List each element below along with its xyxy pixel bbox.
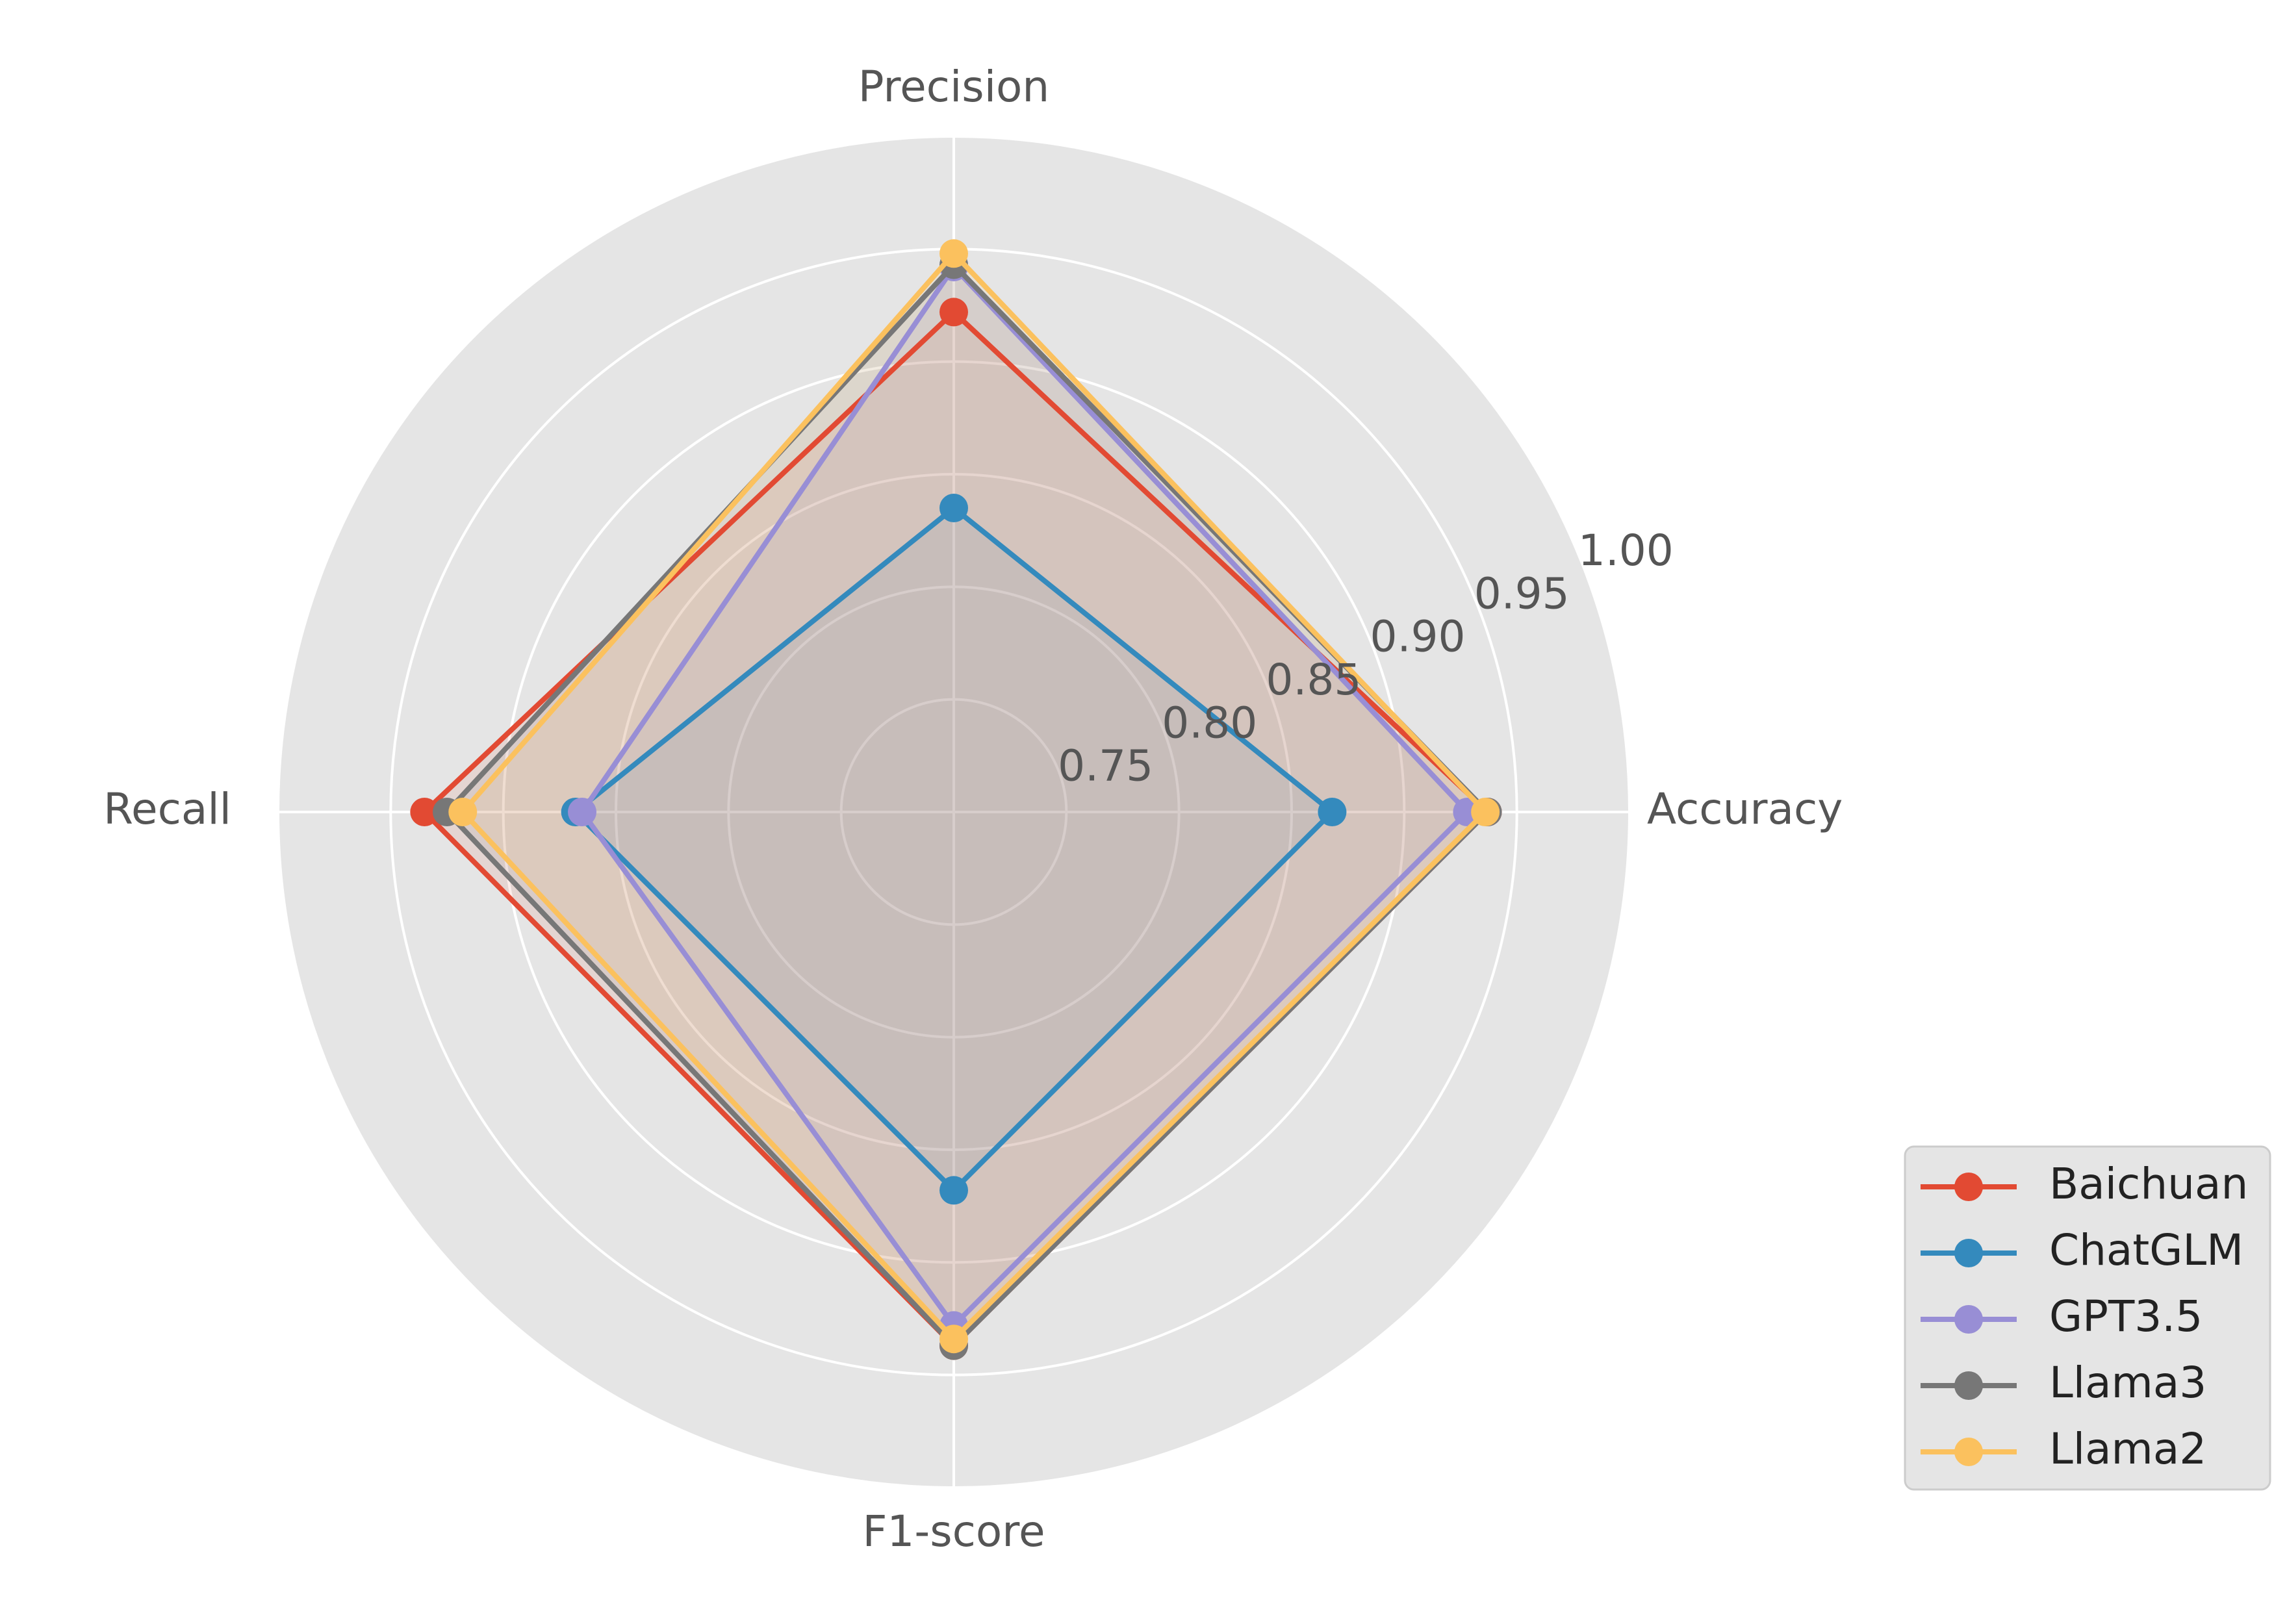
point-chatglm-f1-score: [939, 1176, 968, 1205]
point-chatglm-accuracy: [1318, 798, 1347, 826]
legend-label-llama3: Llama3: [2049, 1358, 2206, 1408]
series-fill-gpt3.5: [582, 267, 1468, 1326]
legend-box: [1904, 1145, 2271, 1491]
point-llama2-f1-score: [939, 1325, 968, 1354]
rtick-label-0.95: 0.95: [1474, 568, 1570, 618]
legend-marker-llama2: [1954, 1438, 1983, 1466]
axis-label-precision: Precision: [858, 62, 1050, 112]
legend-label-gpt3.5: GPT3.5: [2049, 1291, 2203, 1341]
point-llama2-precision: [939, 239, 968, 268]
rtick-label-0.75: 0.75: [1058, 741, 1153, 791]
rtick-label-0.90: 0.90: [1370, 612, 1466, 662]
rtick-label-0.80: 0.80: [1162, 698, 1257, 748]
point-llama2-accuracy: [1471, 798, 1500, 826]
legend-label-llama2: Llama2: [2049, 1424, 2206, 1474]
series-fill-baichuan: [424, 312, 1488, 1346]
legend-marker-llama3: [1954, 1371, 1983, 1400]
axis-label-accuracy: Accuracy: [1647, 784, 1843, 834]
legend: Baichuan ChatGLM GPT3.5 Llama3 Llama2: [1904, 1145, 2271, 1491]
legend-item-llama2: Llama2: [1921, 1424, 2206, 1474]
point-chatglm-precision: [939, 494, 968, 522]
point-baichuan-precision: [939, 298, 968, 327]
axis-label-f1-score: F1-score: [862, 1506, 1045, 1556]
legend-item-gpt3.5: GPT3.5: [1921, 1291, 2203, 1341]
legend-marker-gpt3.5: [1954, 1305, 1983, 1334]
series-llama2: [448, 239, 1500, 1354]
legend-item-llama3: Llama3: [1921, 1358, 2206, 1408]
radial-tick-labels: 0.750.800.850.900.951.00: [1058, 526, 1674, 791]
legend-label-chatglm: ChatGLM: [2049, 1225, 2243, 1275]
series-layer: [410, 239, 1502, 1360]
point-baichuan-recall: [410, 798, 439, 826]
axis-labels: Accuracy Precision Recall F1-score: [103, 62, 1843, 1556]
legend-item-chatglm: ChatGLM: [1921, 1225, 2243, 1275]
legend-marker-chatglm: [1954, 1239, 1983, 1267]
series-fill-chatglm: [575, 508, 1333, 1191]
axis-label-recall: Recall: [103, 784, 231, 834]
rtick-label-0.85: 0.85: [1266, 655, 1361, 705]
legend-marker-baichuan: [1954, 1173, 1983, 1201]
legend-item-baichuan: Baichuan: [1921, 1159, 2248, 1209]
point-gpt3.5-recall: [568, 798, 596, 826]
legend-label-baichuan: Baichuan: [2049, 1159, 2248, 1209]
point-llama2-recall: [448, 798, 478, 826]
rtick-label-1.00: 1.00: [1578, 526, 1674, 576]
polar-grid: [277, 135, 1631, 1489]
